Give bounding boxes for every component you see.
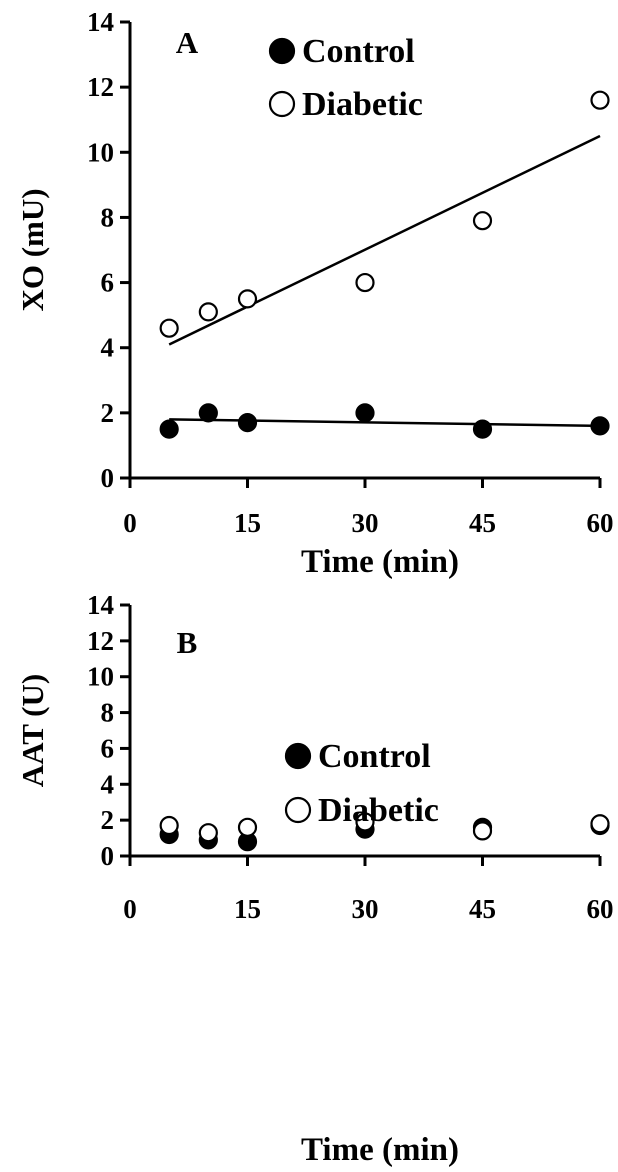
chart-panel-a: 0 2 4 6 8 10 12 14 0 15 30 45 60 Time (min) XO (mU) A Co… xyxy=(15,7,614,580)
data-point-control xyxy=(159,419,179,439)
y-tick-label: 12 xyxy=(87,72,114,102)
panel-letter: B xyxy=(177,625,198,660)
legend-marker-control xyxy=(268,37,296,65)
y-tick-label: 2 xyxy=(101,805,115,835)
trendline-diabetic xyxy=(168,134,601,346)
x-tick-label: 45 xyxy=(469,508,496,538)
x-tick-label: 15 xyxy=(234,894,261,924)
legend-label-control: Control xyxy=(302,33,415,70)
data-point-diabetic xyxy=(355,272,375,293)
x-tick-label: 0 xyxy=(123,894,137,924)
y-tick-label: 8 xyxy=(101,202,115,232)
data-point-diabetic xyxy=(237,289,258,309)
legend-marker-control xyxy=(284,742,312,770)
data-point-control xyxy=(237,413,258,433)
y-tick-label: 8 xyxy=(101,698,115,728)
y-tick-label: 14 xyxy=(87,590,114,620)
data-point-diabetic xyxy=(237,817,258,837)
x-axis-label: Time (min) xyxy=(301,544,459,580)
y-tick-label: 4 xyxy=(101,333,115,363)
data-point-diabetic xyxy=(355,812,375,832)
data-point-control xyxy=(472,419,493,439)
x-tick-label: 60 xyxy=(587,894,614,924)
x-tick-label: 0 xyxy=(123,508,137,538)
data-point-diabetic xyxy=(159,815,179,836)
chart-panel-b: 0 2 4 6 8 10 12 14 0 15 30 45 60 Time (min) AAT (U) B Co… xyxy=(15,590,614,1168)
legend-label-diabetic: Diabetic xyxy=(302,86,423,123)
x-tick-label: 30 xyxy=(352,894,379,924)
data-point-diabetic xyxy=(590,90,610,110)
y-tick-label: 10 xyxy=(87,137,114,167)
x-axis-label: Time (min) xyxy=(301,1132,459,1168)
x-tick-label: 60 xyxy=(587,508,614,538)
data-point-control xyxy=(355,403,375,423)
x-tick-label: 30 xyxy=(352,508,379,538)
legend-marker-diabetic xyxy=(268,90,296,118)
x-tick-label: 15 xyxy=(234,508,261,538)
data-point-control xyxy=(198,403,218,423)
y-tick-label: 12 xyxy=(87,626,114,656)
y-tick-label: 2 xyxy=(101,398,115,428)
legend-label-control: Control xyxy=(318,738,431,775)
y-tick-label: 0 xyxy=(101,463,115,493)
legend-marker-diabetic xyxy=(284,796,312,824)
data-point-diabetic xyxy=(198,823,218,843)
y-tick-label: 14 xyxy=(87,7,114,37)
data-point-diabetic xyxy=(472,821,493,841)
data-point-diabetic xyxy=(198,302,218,322)
y-tick-label: 6 xyxy=(101,733,115,763)
y-tick-label: 6 xyxy=(101,268,115,298)
data-point-control xyxy=(590,416,610,436)
data-point-diabetic xyxy=(472,211,493,231)
y-axis-label: XO (mU) xyxy=(15,188,50,311)
legend-label-diabetic: Diabetic xyxy=(318,792,439,829)
panel-letter: A xyxy=(176,25,199,60)
y-tick-label: 0 xyxy=(101,841,115,871)
y-tick-label: 4 xyxy=(101,769,115,799)
y-axis-label: AAT (U) xyxy=(15,674,50,787)
y-tick-label: 10 xyxy=(87,662,114,692)
x-tick-label: 45 xyxy=(469,894,496,924)
data-point-diabetic xyxy=(590,814,610,834)
data-point-diabetic xyxy=(159,318,179,338)
trendline-control xyxy=(169,418,601,428)
